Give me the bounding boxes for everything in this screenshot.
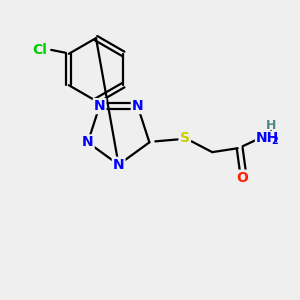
Text: N: N: [113, 158, 124, 172]
Text: H: H: [266, 119, 276, 132]
Text: NH: NH: [256, 131, 279, 146]
Text: 2: 2: [272, 136, 278, 146]
Text: N: N: [94, 99, 105, 113]
Text: Cl: Cl: [32, 43, 47, 57]
Text: O: O: [237, 171, 249, 185]
Text: S: S: [180, 131, 190, 146]
Text: N: N: [82, 135, 94, 149]
Text: N: N: [132, 99, 143, 113]
